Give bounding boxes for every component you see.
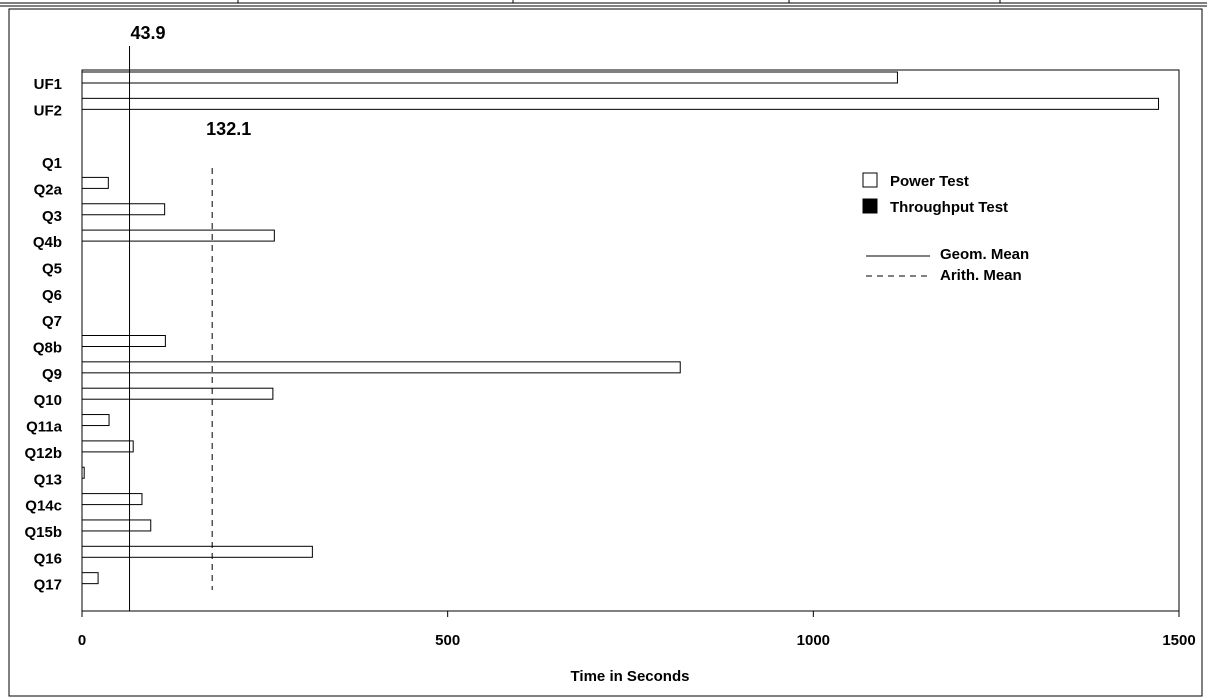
category-label: Q16	[34, 550, 62, 567]
category-label: Q14c	[25, 498, 62, 515]
category-labels: UF1 UF2 Q1 Q2a Q3 Q4b Q5 Q6 Q7 Q8b Q9 Q10 Q11a Q12b Q1…	[24, 76, 62, 594]
bar-power-test	[81, 97, 1160, 110]
category-label: Q10	[34, 392, 62, 409]
category-label: Q11a	[26, 419, 63, 436]
x-tick-label: 1500	[1162, 632, 1195, 649]
x-axis: 0 500 1000 1500	[78, 611, 1196, 649]
category-label: Q7	[42, 313, 62, 330]
x-tick-label: 1000	[797, 632, 830, 649]
category-label: Q12b	[24, 445, 62, 462]
bar-power-test	[81, 572, 99, 585]
bar-power-test	[81, 361, 681, 374]
category-label: Q17	[34, 577, 62, 594]
category-label: Q3	[42, 208, 62, 225]
bar-power-test	[81, 545, 313, 558]
plot-area	[81, 69, 1180, 612]
geom-mean-value-label: 43.9	[131, 23, 166, 43]
category-label: Q8b	[33, 340, 62, 357]
category-label: Q9	[42, 366, 62, 383]
bar-power-test	[81, 466, 85, 479]
category-label: Q15b	[24, 524, 62, 541]
legend-label-arith-mean: Arith. Mean	[940, 267, 1022, 284]
category-label: UF2	[34, 102, 62, 119]
bar-power-test	[81, 387, 274, 400]
bars-group	[81, 71, 1160, 585]
x-axis-label: Time in Seconds	[571, 668, 690, 685]
legend-swatch-throughput-test	[862, 198, 878, 214]
category-label: Q1	[42, 155, 62, 172]
x-tick-label: 500	[435, 632, 460, 649]
category-label: Q4b	[33, 234, 62, 251]
legend: Power Test Throughput Test Geom. Mean Ar…	[862, 172, 1029, 284]
legend-label-power-test: Power Test	[890, 173, 969, 190]
bar-power-test	[81, 440, 134, 453]
bar-power-test	[81, 71, 898, 84]
bar-power-test	[81, 176, 109, 189]
bar-power-test	[81, 519, 152, 532]
x-tick-label: 0	[78, 632, 86, 649]
category-label: Q13	[34, 471, 62, 488]
legend-label-throughput-test: Throughput Test	[890, 199, 1008, 216]
bar-power-test	[81, 335, 166, 347]
bar-power-test	[81, 414, 110, 427]
outer-frame	[8, 8, 1203, 697]
legend-swatch-power-test	[862, 172, 878, 188]
reference-lines: 43.9 132.1	[129, 23, 251, 611]
bar-power-test	[81, 203, 166, 216]
category-label: Q2a	[34, 181, 63, 198]
category-label: UF1	[34, 76, 62, 93]
bar-power-test	[81, 229, 275, 242]
category-label: Q5	[42, 260, 62, 277]
legend-label-geom-mean: Geom. Mean	[940, 246, 1029, 263]
arith-mean-value-label: 132.1	[206, 119, 251, 139]
bar-power-test	[81, 493, 143, 506]
category-label: Q6	[42, 287, 62, 304]
